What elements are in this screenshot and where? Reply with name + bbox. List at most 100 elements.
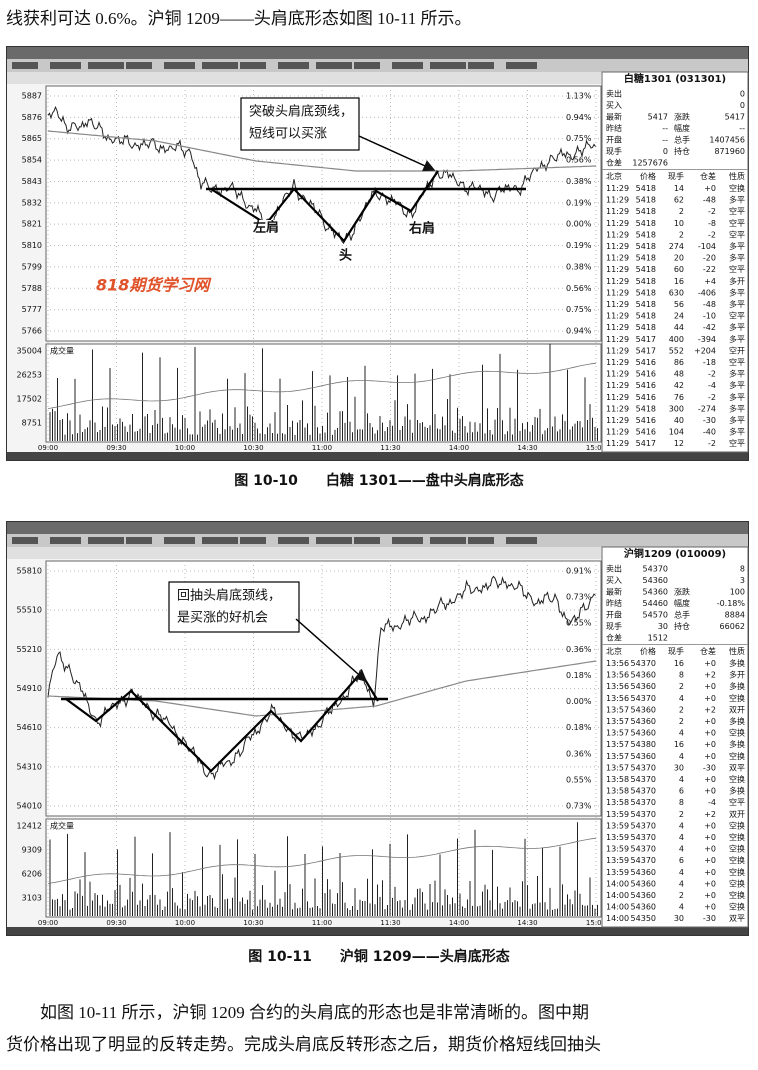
trade-header: 性质 <box>729 646 745 656</box>
percent-label: 0.38% <box>566 177 592 186</box>
percent-label: 0.38% <box>566 262 592 271</box>
quote-label: 卖出 <box>606 89 622 99</box>
trade-cell: -394 <box>698 335 716 344</box>
percent-label: 0.91% <box>566 567 592 576</box>
trade-cell: 11:29 <box>606 439 629 448</box>
trade-cell: +0 <box>704 682 716 691</box>
trade-cell: 54360 <box>631 682 656 691</box>
trade-cell: 2 <box>679 891 684 900</box>
quote-label: 幅度 <box>674 123 690 133</box>
pattern-label: 头 <box>339 248 352 264</box>
quote-label: 开盘 <box>606 135 622 145</box>
trade-cell: 5416 <box>636 416 656 425</box>
trade-cell: 5418 <box>636 288 656 297</box>
trade-cell: -2 <box>708 230 716 239</box>
trade-cell: 多平 <box>729 403 745 413</box>
trade-cell: 4 <box>679 833 684 842</box>
trade-cell: 空平 <box>729 206 745 216</box>
trade-cell: 多平 <box>729 392 745 402</box>
quote-label: 最新 <box>606 587 622 597</box>
quote-label: 涨跌 <box>674 112 690 122</box>
trade-cell: 54360 <box>631 752 656 761</box>
quote-value: 0 <box>740 90 745 99</box>
trade-cell: 11:29 <box>606 312 629 321</box>
trade-cell: +0 <box>704 787 716 796</box>
menu-item <box>278 537 309 544</box>
trade-cell: 54370 <box>631 856 656 865</box>
trade-cell: 空换 <box>729 820 745 830</box>
trade-cell: 13:57 <box>606 717 629 726</box>
trade-cell: +0 <box>704 833 716 842</box>
menu-item <box>430 62 466 69</box>
trade-cell: -2 <box>708 370 716 379</box>
menu-item <box>392 62 423 69</box>
quote-value: 871960 <box>714 147 745 156</box>
trade-cell: 2 <box>679 717 684 726</box>
trade-cell: -4 <box>708 798 716 807</box>
trade-cell: 54360 <box>631 868 656 877</box>
volume-label: 17502 <box>17 395 42 404</box>
quote-label: 涨跌 <box>674 587 690 597</box>
label-bg <box>251 220 281 236</box>
trade-cell: 多平 <box>729 287 745 297</box>
menu-item <box>506 537 537 544</box>
paragraph-line: 如图 10-11 所示，沪铜 1209 合约的头肩底的形态也是非常清晰的。图中期 <box>40 1003 590 1022</box>
menu-item <box>354 62 380 69</box>
quote-value: 54570 <box>643 611 668 620</box>
trade-cell: 86 <box>674 358 684 367</box>
trade-cell: 5417 <box>636 335 656 344</box>
trade-cell: 空换 <box>729 878 745 888</box>
trade-cell: 5418 <box>636 254 656 263</box>
quote-label: 昨结 <box>606 123 622 133</box>
trade-cell: 14:00 <box>606 914 629 923</box>
trade-cell: 13:59 <box>606 868 629 877</box>
trade-cell: +0 <box>704 845 716 854</box>
trade-cell: 54360 <box>631 903 656 912</box>
trade-cell: 多换 <box>729 739 745 749</box>
trade-cell: 274 <box>669 242 684 251</box>
menu-item <box>202 62 238 69</box>
trade-cell: 11:29 <box>606 381 629 390</box>
time-label: 10:30 <box>243 919 263 927</box>
trade-cell: 13:56 <box>606 671 629 680</box>
trade-cell: 4 <box>679 845 684 854</box>
trade-cell: 104 <box>669 428 684 437</box>
caption: 图 10-11 沪铜 1209——头肩底形态 <box>0 946 758 966</box>
quote-value: 0 <box>740 101 745 110</box>
trade-cell: 54360 <box>631 891 656 900</box>
trade-cell: 42 <box>674 381 684 390</box>
menu-item <box>50 62 81 69</box>
pattern-label: 左肩 <box>253 220 279 236</box>
quote-value: 54360 <box>643 588 668 597</box>
menu-item <box>316 537 352 544</box>
menu-item <box>316 62 352 69</box>
price-label: 5876 <box>22 113 42 122</box>
trade-cell: 5416 <box>636 381 656 390</box>
menu-item <box>88 62 124 69</box>
trade-cell: 5418 <box>636 265 656 274</box>
trade-cell: 13:57 <box>606 740 629 749</box>
trade-cell: 11:29 <box>606 219 629 228</box>
trade-cell: 4 <box>679 821 684 830</box>
trade-cell: 14 <box>674 184 684 193</box>
trade-cell: 11:29 <box>606 196 629 205</box>
trade-cell: 多平 <box>729 334 745 344</box>
trade-cell: 11:29 <box>606 242 629 251</box>
trade-cell: 54370 <box>631 775 656 784</box>
percent-label: 0.19% <box>566 241 592 250</box>
quote-panel <box>601 71 749 453</box>
trade-cell: 14:00 <box>606 903 629 912</box>
trade-cell: 24 <box>674 312 684 321</box>
caption-number: 图 10-10 <box>234 473 298 489</box>
menu-item <box>468 537 494 544</box>
trade-header: 现手 <box>668 646 684 656</box>
trade-cell: 6 <box>679 787 684 796</box>
trade-cell: 40 <box>674 416 684 425</box>
trade-cell: -30 <box>703 416 716 425</box>
trade-cell: 多平 <box>729 369 745 379</box>
time-label: 14:00 <box>449 919 469 927</box>
trade-cell: 5418 <box>636 219 656 228</box>
trade-cell: 11:29 <box>606 265 629 274</box>
volume-area <box>45 818 602 918</box>
